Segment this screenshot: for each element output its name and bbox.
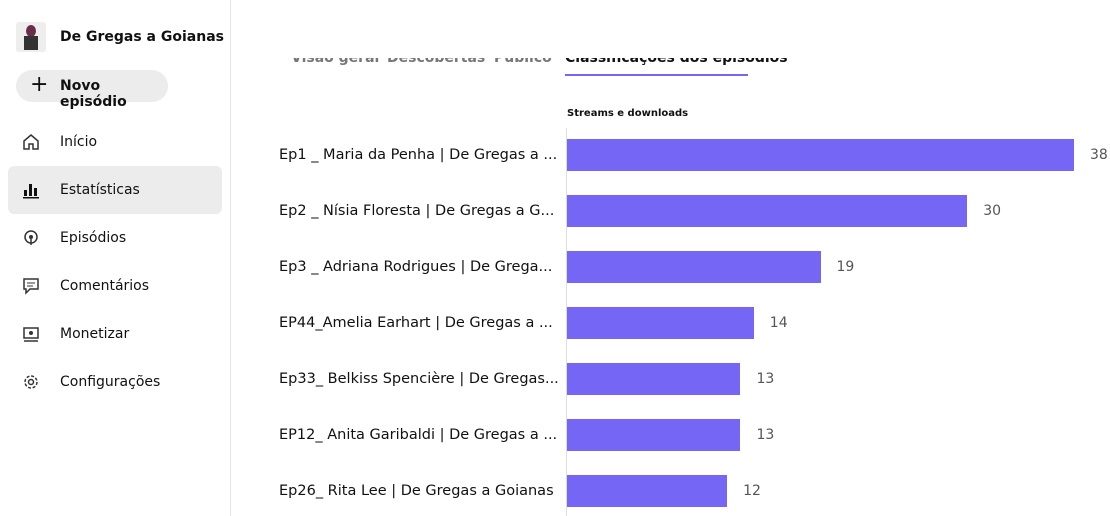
sidebar: De Gregas a Goianas + Novo episódio Iníc… [0,0,231,516]
value-label: 30 [983,203,1001,219]
bar [567,195,967,227]
tab[interactable]: Público [494,58,552,66]
tab-bar: Visão geral Descobertas Público Classifi… [280,58,1080,78]
nav-item[interactable]: Episódios [60,230,126,246]
podcast-name[interactable]: De Gregas a Goianas [60,29,224,45]
tab[interactable]: Descobertas [387,58,485,66]
value-label: 19 [837,259,855,275]
new-episode-label: Novo episódio [60,78,168,110]
value-label: 38 [1090,147,1108,163]
value-label: 14 [770,315,788,331]
episodes-icon [22,229,40,247]
category-label: EP44_Amelia Earhart | De Gregas a ... [279,315,553,331]
nav-item[interactable]: Início [60,134,97,150]
nav-item[interactable]: Configurações [60,374,160,390]
bar [567,139,1074,171]
chart-title: Streams e downloads [567,108,688,119]
podcast-logo [16,22,46,52]
new-episode-button[interactable]: + Novo episódio [16,70,168,102]
stats-icon [22,181,40,199]
category-label: Ep26_ Rita Lee | De Gregas a Goianas [279,483,554,499]
value-label: 13 [756,427,774,443]
bar [567,251,821,283]
page: De Gregas a Goianas + Novo episódio Iníc… [0,0,1110,516]
value-label: 12 [743,483,761,499]
bar [567,307,754,339]
category-label: Ep33_ Belkiss Spencière | De Gregas... [279,371,559,387]
tab-underline [565,74,748,76]
nav-item[interactable]: Comentários [60,278,149,294]
category-label: Ep1 _ Maria da Penha | De Gregas a ... [279,147,557,163]
monetize-icon [22,325,40,343]
bar [567,419,740,451]
category-label: Ep3 _ Adriana Rodrigues | De Grega... [279,259,552,275]
category-label: EP12_ Anita Garibaldi | De Gregas a ... [279,427,557,443]
bar [567,363,740,395]
comments-icon [22,277,40,295]
nav-item[interactable]: Estatísticas [60,182,140,198]
tab[interactable]: Visão geral [291,58,379,66]
nav-item[interactable]: Monetizar [60,326,129,342]
category-label: Ep2 _ Nísia Floresta | De Gregas a G... [279,203,554,219]
tab-active[interactable]: Classificações dos episódios [565,58,788,66]
value-label: 13 [756,371,774,387]
settings-icon [22,373,40,391]
bar [567,475,727,507]
home-icon [22,133,40,151]
